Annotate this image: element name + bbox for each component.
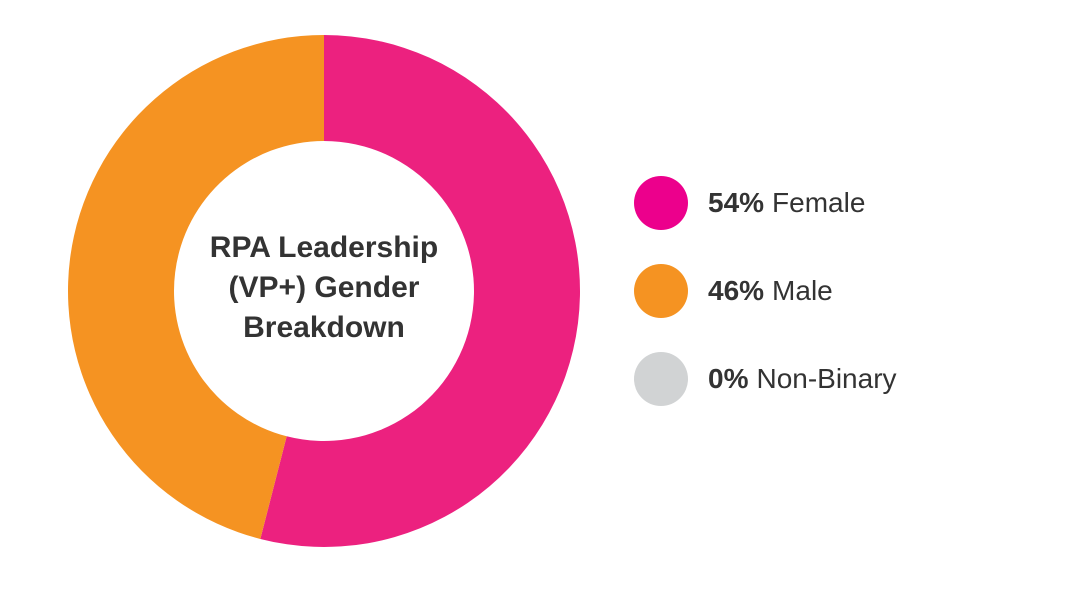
legend-item-female: 54% Female [634,176,897,230]
slice-female [260,35,581,547]
legend-value-female: 54% [708,187,765,218]
donut-slices [68,35,581,547]
legend-swatch-male [634,264,688,318]
legend-label-non-binary: Non-Binary [756,363,897,394]
legend-value-non-binary: 0% [708,363,749,394]
chart-legend: 54% Female 46% Male 0% Non-Binary [634,176,897,440]
legend-text-non-binary: 0% Non-Binary [708,363,897,395]
legend-label-female: Female [772,187,866,218]
slice-male [68,35,324,539]
legend-item-non-binary: 0% Non-Binary [634,352,897,406]
legend-text-female: 54% Female [708,187,865,219]
legend-swatch-female [634,176,688,230]
chart-title-line-1: RPA Leadership [209,231,439,264]
legend-label-male: Male [772,275,833,306]
legend-text-male: 46% Male [708,275,833,307]
legend-value-male: 46% [708,275,765,306]
legend-item-male: 46% Male [634,264,897,318]
chart-title: RPA Leadership (VP+) Gender Breakdown [184,228,464,348]
chart-title-line-3: Breakdown [243,311,405,344]
legend-swatch-non-binary [634,352,688,406]
chart-title-line-2: (VP+) Gender [228,271,420,304]
